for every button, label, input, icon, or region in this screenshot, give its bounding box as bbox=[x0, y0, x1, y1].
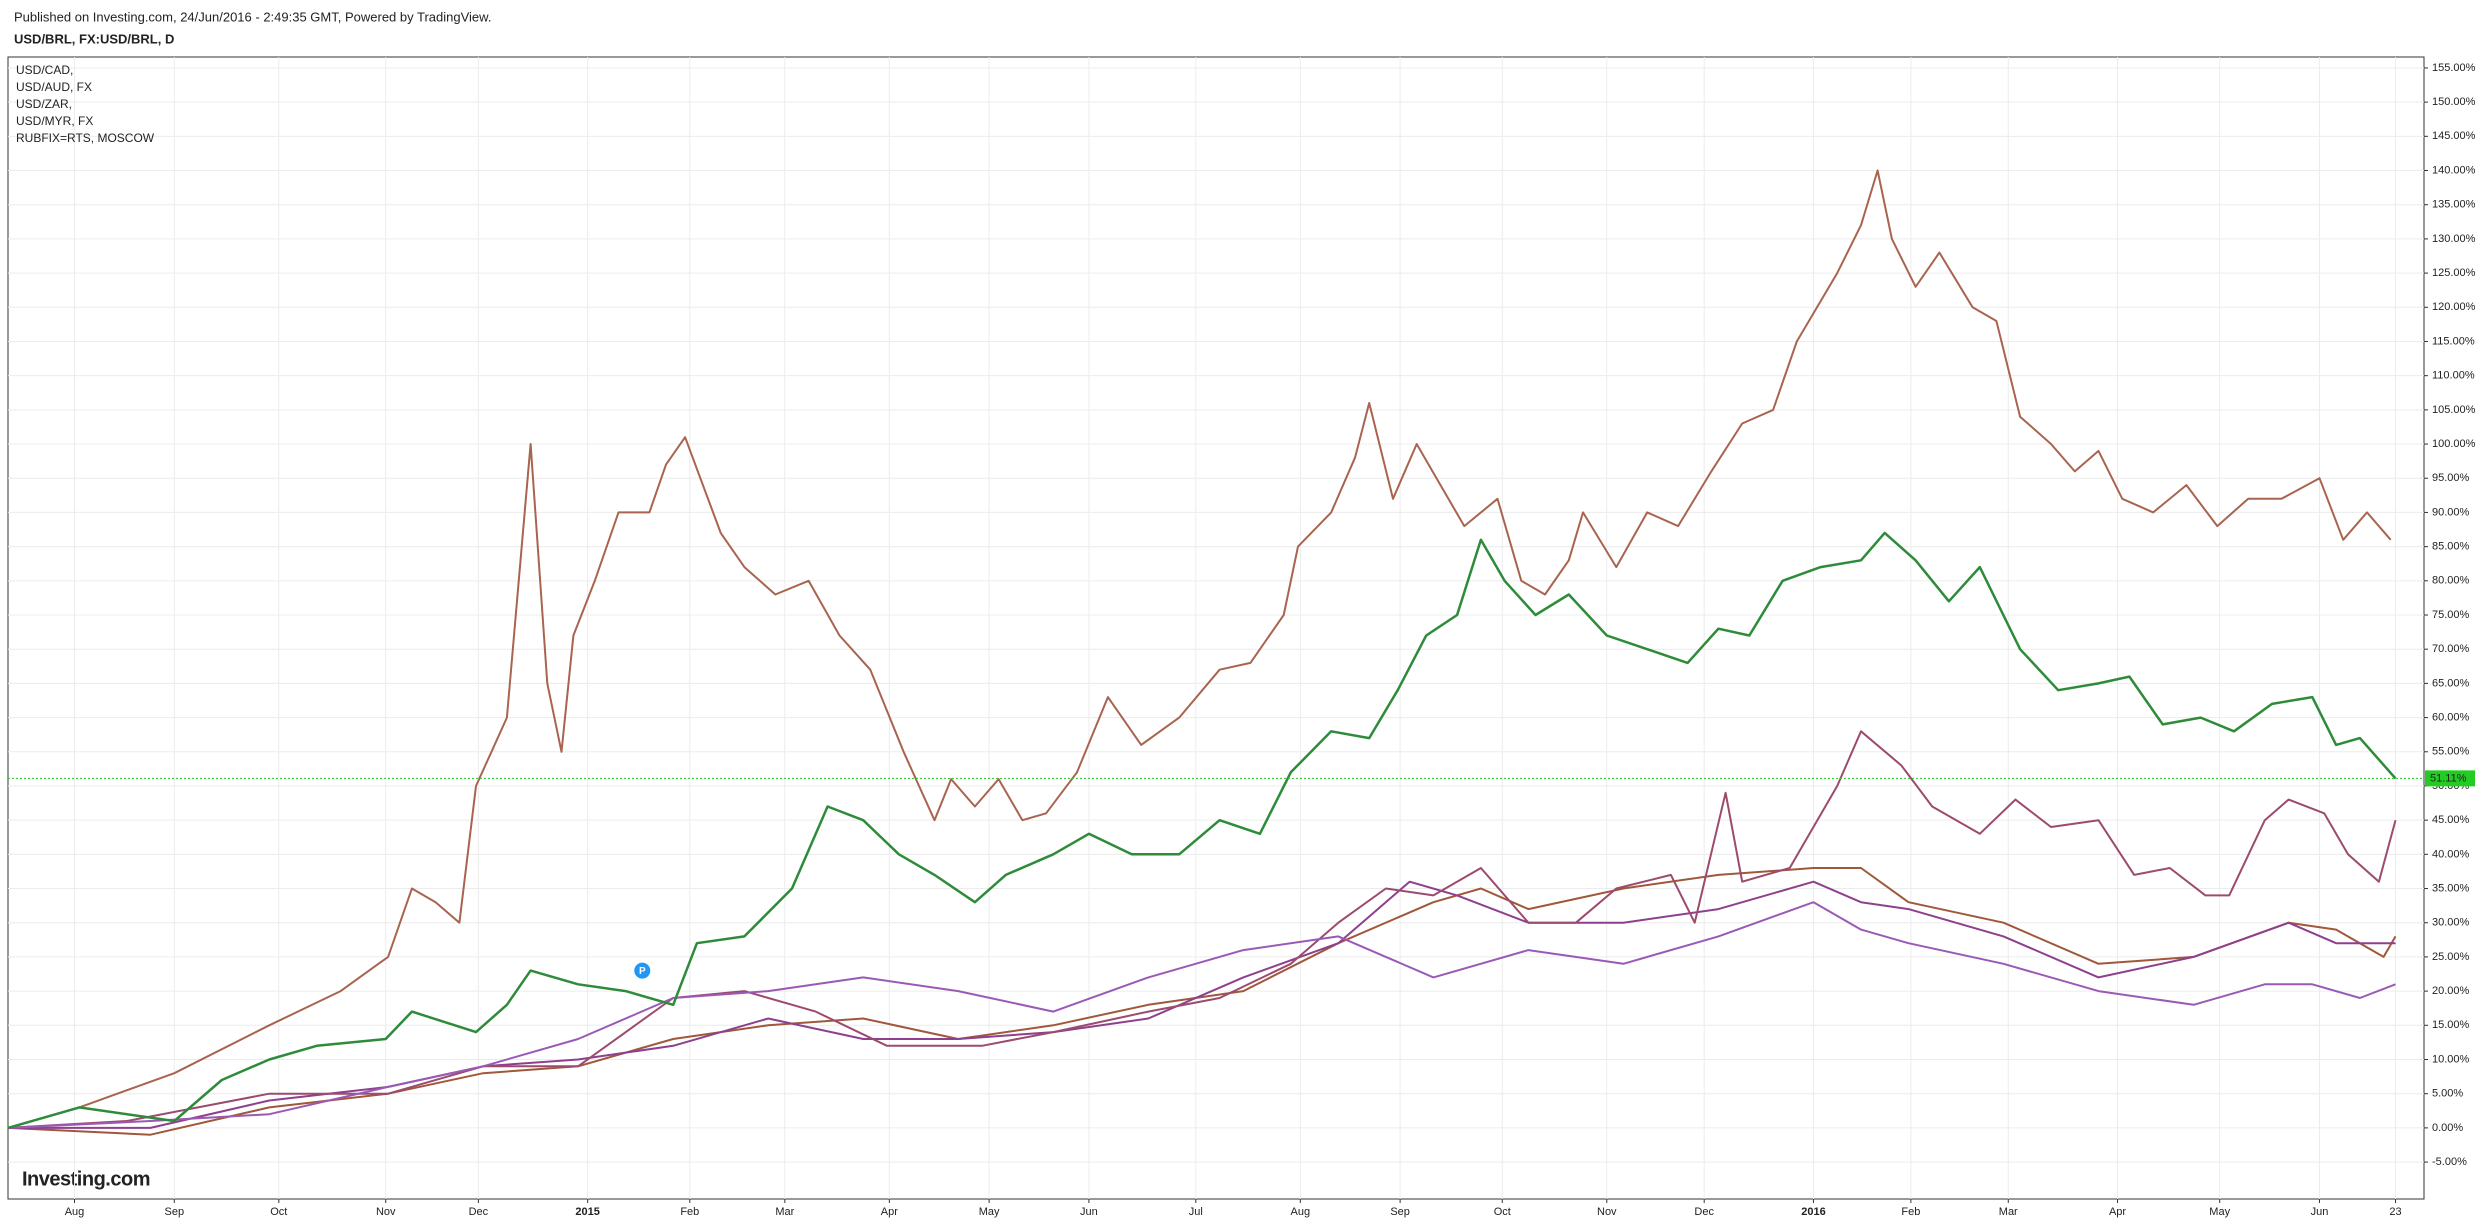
x-tick-label: 2016 bbox=[1801, 1206, 1825, 1218]
y-tick-label: 85.00% bbox=[2432, 541, 2470, 553]
x-tick-label: Aug bbox=[1291, 1206, 1311, 1218]
y-tick-label: 40.00% bbox=[2432, 848, 2470, 860]
x-tick-label: Mar bbox=[775, 1206, 794, 1218]
y-tick-label: 30.00% bbox=[2432, 917, 2470, 929]
y-tick-label: 60.00% bbox=[2432, 711, 2470, 723]
y-tick-label: 80.00% bbox=[2432, 575, 2470, 587]
x-tick-label: Nov bbox=[376, 1206, 396, 1218]
published-note: Published on Investing.com, 24/Jun/2016 … bbox=[14, 9, 491, 24]
x-tick-label: Oct bbox=[270, 1206, 287, 1218]
symbol-title: USD/BRL, FX:USD/BRL, D bbox=[14, 31, 174, 46]
x-tick-label: Feb bbox=[680, 1206, 699, 1218]
x-tick-label: Aug bbox=[65, 1206, 85, 1218]
y-tick-label: 55.00% bbox=[2432, 746, 2470, 758]
y-tick-label: 90.00% bbox=[2432, 506, 2470, 518]
y-tick-label: 125.00% bbox=[2432, 267, 2476, 279]
y-tick-label: 45.00% bbox=[2432, 814, 2470, 826]
y-tick-label: 135.00% bbox=[2432, 199, 2476, 211]
legend-entry: USD/AUD, FX bbox=[16, 80, 92, 94]
series-line bbox=[8, 880, 2396, 1129]
event-marker-label: P bbox=[639, 966, 646, 977]
y-tick-label: -5.00% bbox=[2432, 1156, 2467, 1168]
logo: Investing.com bbox=[22, 1168, 150, 1190]
series-line bbox=[7, 730, 2397, 1129]
x-tick-label: May bbox=[2209, 1206, 2230, 1218]
event-marker bbox=[634, 962, 651, 979]
x-tick-label: 2015 bbox=[575, 1206, 599, 1218]
y-tick-label: 75.00% bbox=[2432, 609, 2470, 621]
x-tick-label: 23 bbox=[2389, 1206, 2401, 1218]
legend-entry: USD/CAD, bbox=[16, 63, 73, 77]
series-line bbox=[7, 169, 2392, 1129]
y-tick-label: 110.00% bbox=[2432, 370, 2475, 382]
last-price-label: 51.11% bbox=[2430, 772, 2467, 784]
legend-entry: RUBFIX=RTS, MOSCOW bbox=[16, 131, 155, 145]
y-tick-label: 105.00% bbox=[2432, 404, 2476, 416]
y-tick-label: 25.00% bbox=[2432, 951, 2470, 963]
legend-entry: USD/ZAR, bbox=[16, 97, 72, 111]
y-tick-label: 65.00% bbox=[2432, 677, 2470, 689]
last-price-badge bbox=[2425, 770, 2475, 787]
x-tick-label: May bbox=[979, 1206, 1000, 1218]
y-tick-label: 35.00% bbox=[2432, 882, 2470, 894]
x-tick-label: Sep bbox=[165, 1206, 185, 1218]
y-tick-label: 5.00% bbox=[2432, 1088, 2463, 1100]
x-tick-label: Dec bbox=[1694, 1206, 1714, 1218]
y-tick-label: 115.00% bbox=[2432, 335, 2475, 347]
y-tick-label: 155.00% bbox=[2432, 62, 2476, 74]
x-tick-label: Apr bbox=[881, 1206, 898, 1218]
y-tick-label: 120.00% bbox=[2432, 301, 2476, 313]
main-line bbox=[7, 531, 2397, 1130]
series-line bbox=[7, 901, 2396, 1129]
x-tick-label: Sep bbox=[1390, 1206, 1410, 1218]
y-tick-label: 95.00% bbox=[2432, 472, 2470, 484]
x-tick-label: Jun bbox=[2311, 1206, 2329, 1218]
x-tick-label: Nov bbox=[1597, 1206, 1617, 1218]
y-tick-label: 100.00% bbox=[2432, 438, 2476, 450]
x-tick-label: Mar bbox=[1999, 1206, 2018, 1218]
x-tick-label: Jun bbox=[1080, 1206, 1098, 1218]
y-tick-label: 0.00% bbox=[2432, 1122, 2463, 1134]
y-tick-label: 20.00% bbox=[2432, 985, 2470, 997]
plot-frame bbox=[7, 56, 2425, 1200]
x-tick-label: Dec bbox=[469, 1206, 489, 1218]
x-tick-label: Feb bbox=[1901, 1206, 1920, 1218]
legend-entry: USD/MYR, FX bbox=[16, 114, 93, 128]
series-line bbox=[7, 867, 2397, 1136]
y-tick-label: 130.00% bbox=[2432, 233, 2476, 245]
x-tick-label: Jul bbox=[1189, 1206, 1203, 1218]
x-tick-label: Apr bbox=[2109, 1206, 2126, 1218]
y-tick-label: 145.00% bbox=[2432, 130, 2476, 142]
y-tick-label: 140.00% bbox=[2432, 164, 2476, 176]
y-tick-label: 70.00% bbox=[2432, 643, 2470, 655]
y-tick-label: 10.00% bbox=[2432, 1053, 2470, 1065]
x-tick-label: Oct bbox=[1494, 1206, 1511, 1218]
y-tick-label: 150.00% bbox=[2432, 96, 2476, 108]
y-tick-label: 15.00% bbox=[2432, 1019, 2470, 1031]
